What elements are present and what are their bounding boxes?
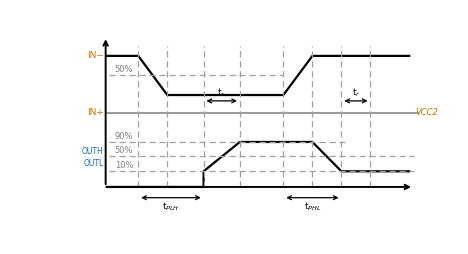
Text: 10%: 10% bbox=[115, 161, 133, 170]
Text: IN+: IN+ bbox=[87, 108, 104, 117]
Text: 90%: 90% bbox=[115, 132, 133, 141]
Text: t$_{PHL}$: t$_{PHL}$ bbox=[304, 200, 321, 213]
Text: 50%: 50% bbox=[115, 66, 133, 74]
Text: IN−: IN− bbox=[87, 51, 104, 60]
Text: 50%: 50% bbox=[115, 146, 133, 155]
Text: OUTL: OUTL bbox=[84, 159, 104, 168]
Text: OUTH: OUTH bbox=[82, 147, 104, 156]
Text: t$_r$: t$_r$ bbox=[351, 86, 360, 99]
Text: t$_r$: t$_r$ bbox=[218, 86, 226, 99]
Text: VCC2: VCC2 bbox=[416, 108, 439, 117]
Text: t$_{PLH}$: t$_{PLH}$ bbox=[162, 200, 180, 213]
